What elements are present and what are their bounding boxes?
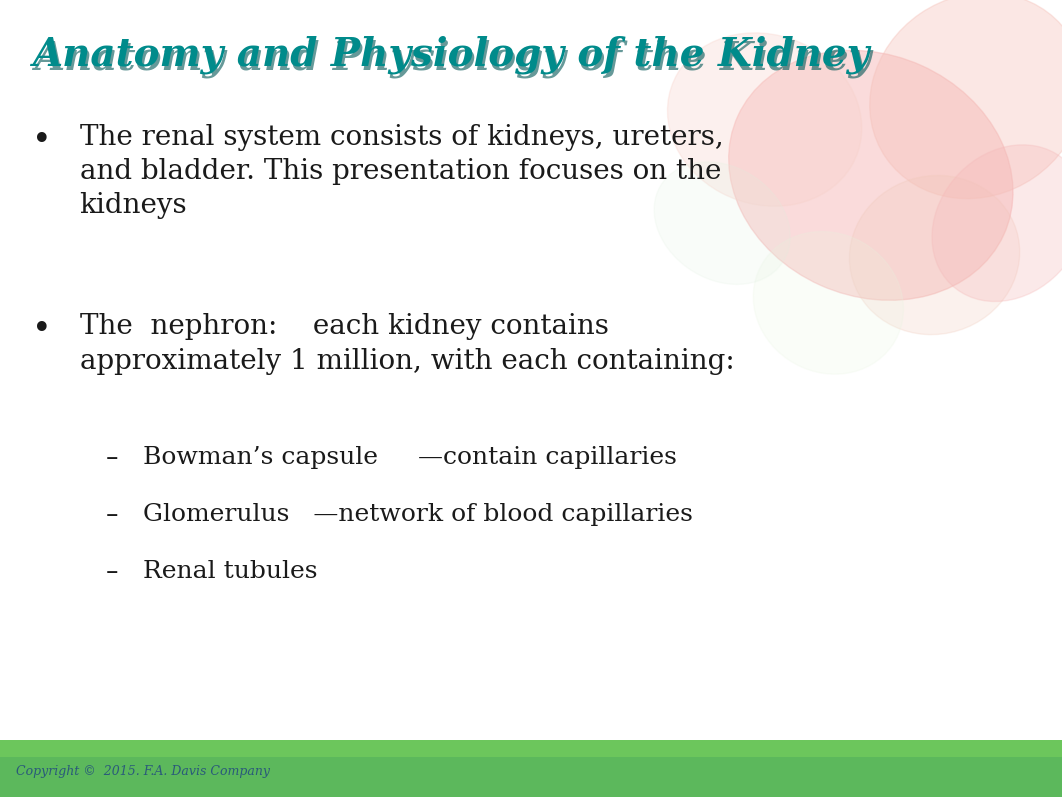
Text: –: – (106, 503, 119, 527)
Ellipse shape (668, 33, 861, 206)
Bar (0, 740, 1062, 797)
Ellipse shape (654, 162, 790, 285)
Ellipse shape (932, 145, 1062, 301)
Text: Renal tubules: Renal tubules (143, 560, 318, 583)
Ellipse shape (870, 0, 1062, 198)
Text: Copyright ©  2015. F.A. Davis Company: Copyright © 2015. F.A. Davis Company (16, 764, 270, 778)
Text: Bowman’s capsule     —contain capillaries: Bowman’s capsule —contain capillaries (143, 446, 678, 469)
Ellipse shape (753, 232, 904, 374)
Text: –: – (106, 560, 119, 584)
Text: –: – (106, 446, 119, 469)
Text: Glomerulus   —network of blood capillaries: Glomerulus —network of blood capillaries (143, 503, 693, 526)
Ellipse shape (729, 50, 1013, 300)
Text: •: • (32, 313, 51, 346)
Ellipse shape (850, 175, 1020, 335)
Text: The renal system consists of kidneys, ureters,
and bladder. This presentation fo: The renal system consists of kidneys, ur… (80, 124, 723, 219)
Text: •: • (32, 124, 51, 156)
Text: Anatomy and Physiology of the Kidney: Anatomy and Physiology of the Kidney (32, 36, 869, 74)
Bar (0, 740, 1062, 757)
Text: The  nephron:    each kidney contains
approximately 1 million, with each contain: The nephron: each kidney contains approx… (80, 313, 735, 375)
Text: Anatomy and Physiology of the Kidney: Anatomy and Physiology of the Kidney (34, 39, 871, 77)
